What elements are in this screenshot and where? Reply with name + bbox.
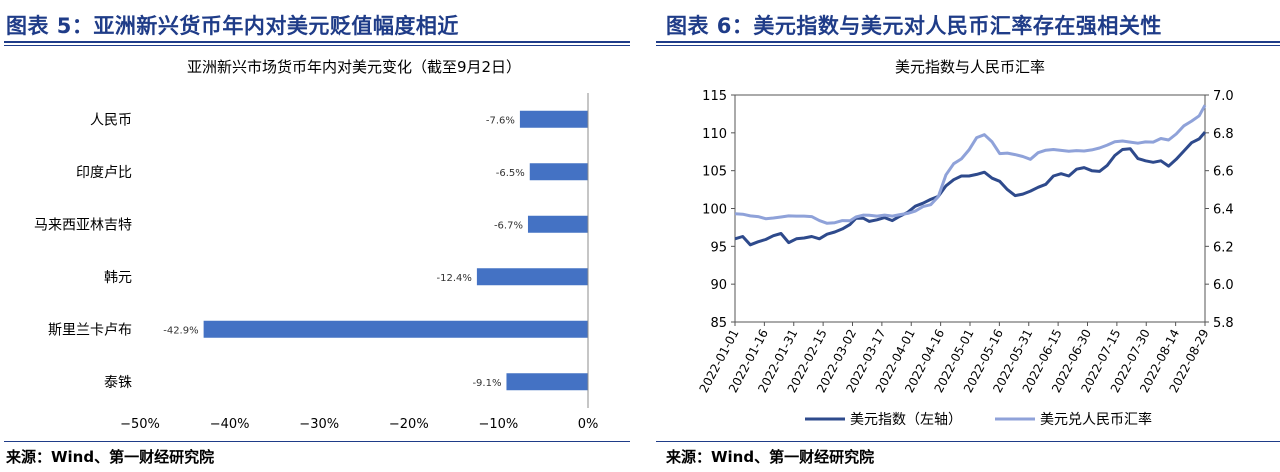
bar-data-label: -9.1% xyxy=(472,378,501,389)
plot-frame xyxy=(734,94,1206,323)
bar-chart: 亚洲新兴市场货币年内对美元变化（截至9月2日） 人民币 -7.6% 印度卢比 -6.5%… xyxy=(34,58,599,432)
bar-chart-title: 亚洲新兴市场货币年内对美元变化（截至9月2日） xyxy=(187,58,521,76)
category-label: 马来西亚林吉特 xyxy=(34,217,132,233)
bar-data-label: -6.7% xyxy=(494,220,523,231)
right-y-tick-label: 6.0 xyxy=(1213,278,1234,293)
category-label: 人民币 xyxy=(90,112,132,128)
right-y-tick-label: 5.8 xyxy=(1213,316,1234,331)
right-title-rule-thin xyxy=(656,45,1280,46)
right-bottom-rule xyxy=(656,441,1280,442)
bar xyxy=(203,320,588,338)
x-tick-label: −20% xyxy=(389,417,429,432)
right-source-note: 来源：Wind、第一财经研究院 xyxy=(666,448,875,466)
right-y-tick-label: 6.6 xyxy=(1213,165,1234,180)
category-label: 斯里兰卡卢布 xyxy=(48,322,132,338)
left-y-tick-label: 85 xyxy=(710,316,727,331)
category-label: 韩元 xyxy=(104,270,132,286)
right-y-tick-label: 7.0 xyxy=(1213,89,1234,104)
left-y-tick-label: 90 xyxy=(710,278,727,293)
legend-label: 美元指数（左轴） xyxy=(850,412,962,428)
series-line xyxy=(734,131,1207,247)
bar xyxy=(527,215,588,233)
right-figure-title: 图表 6：美元指数与美元对人民币汇率存在强相关性 xyxy=(666,14,1162,38)
series-line xyxy=(734,104,1207,225)
bar xyxy=(506,373,588,391)
bar-data-label: -42.9% xyxy=(163,325,198,336)
line-chart: 美元指数与人民币汇率 85 90 95 100 105 110 115 5.8 6.0 6.2 6.4… xyxy=(697,58,1234,428)
left-y-tick-label: 115 xyxy=(702,89,727,104)
x-tick-label: −30% xyxy=(299,417,339,432)
left-figure-panel: 图表 5：亚洲新兴货币年内对美元贬值幅度相近 亚洲新兴市场货币年内对美元变化（截… xyxy=(4,14,630,466)
right-title-rule xyxy=(656,41,1280,43)
x-tick-label: −40% xyxy=(210,417,250,432)
x-tick-label: −10% xyxy=(479,417,519,432)
right-y-tick-label: 6.8 xyxy=(1213,127,1234,142)
right-figure-panel: 图表 6：美元指数与美元对人民币汇率存在强相关性 美元指数与人民币汇率 85 90 9… xyxy=(640,0,1280,472)
bar-data-label: -7.6% xyxy=(486,115,515,126)
bar-data-label: -6.5% xyxy=(496,168,525,179)
left-source-note: 来源：Wind、第一财经研究院 xyxy=(6,448,215,466)
left-title-rule xyxy=(4,41,630,43)
left-y-tick-label: 110 xyxy=(702,127,727,142)
category-label: 泰铢 xyxy=(104,375,132,391)
bar-data-label: -12.4% xyxy=(437,273,472,284)
legend-label: 美元兑人民币汇率 xyxy=(1040,411,1152,428)
line-chart-title: 美元指数与人民币汇率 xyxy=(895,58,1045,76)
left-y-tick-label: 105 xyxy=(702,165,727,180)
left-figure-title: 图表 5：亚洲新兴货币年内对美元贬值幅度相近 xyxy=(6,14,459,38)
x-tick-label: −50% xyxy=(120,417,160,432)
right-y-tick-label: 6.2 xyxy=(1213,240,1234,255)
left-y-tick-label: 95 xyxy=(710,240,727,255)
left-y-tick-label: 100 xyxy=(702,203,727,218)
right-y-tick-label: 6.4 xyxy=(1213,203,1234,218)
bar xyxy=(476,268,588,286)
left-title-rule-thin xyxy=(4,45,630,46)
bar xyxy=(519,110,588,128)
x-tick-label: 0% xyxy=(578,417,599,432)
bar xyxy=(529,163,588,181)
category-label: 印度卢比 xyxy=(76,165,132,181)
left-bottom-rule xyxy=(4,441,630,442)
